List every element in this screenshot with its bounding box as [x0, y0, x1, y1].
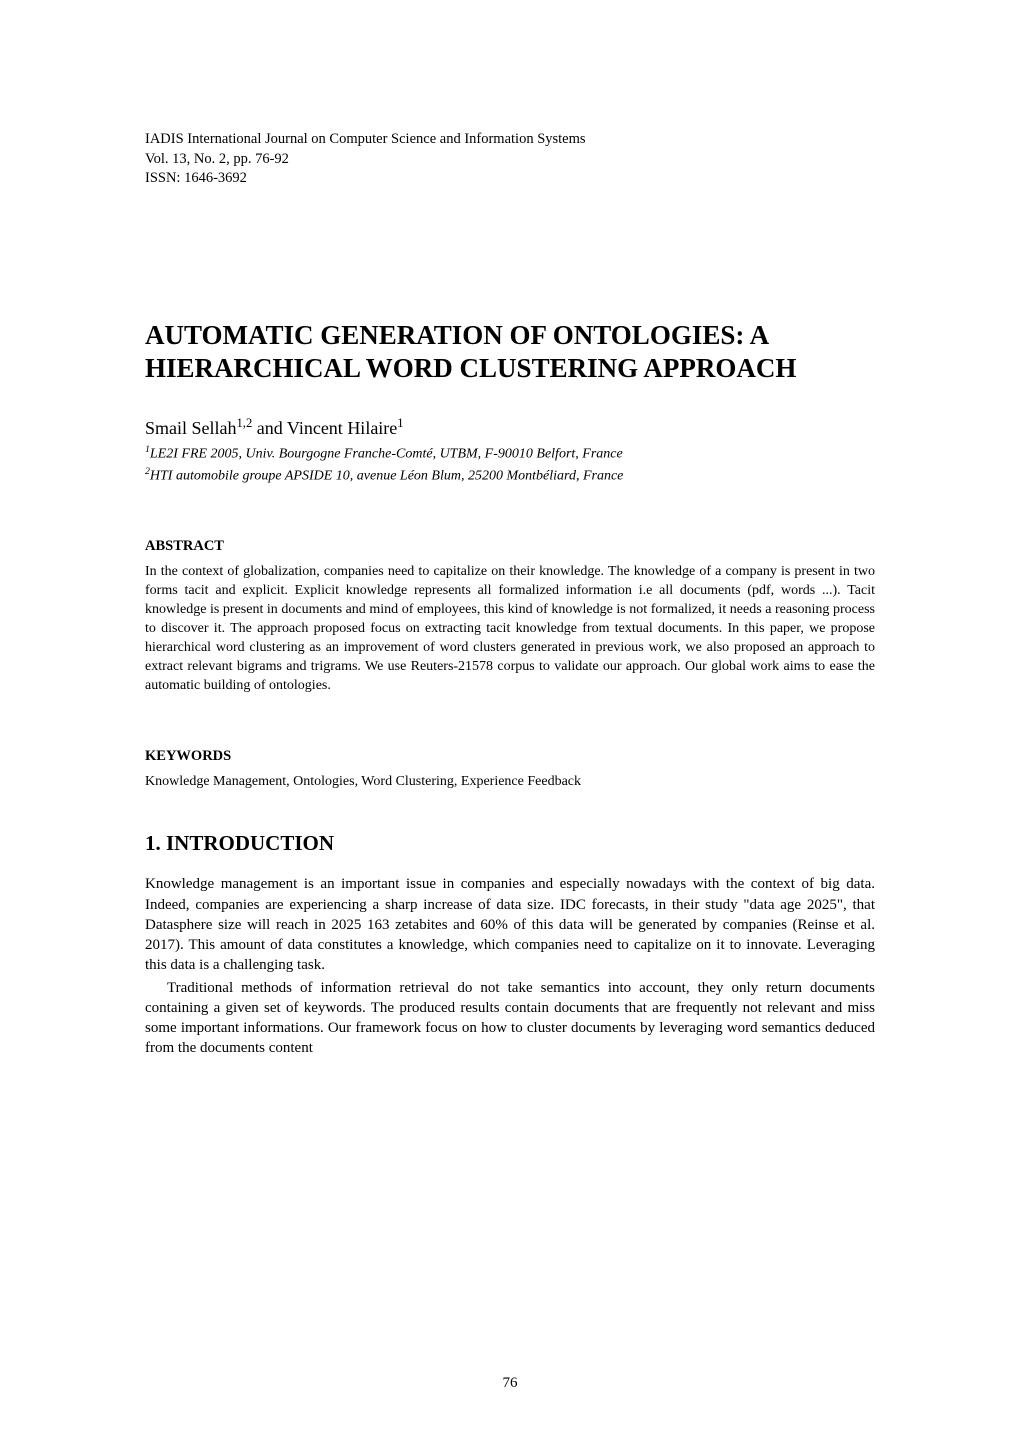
keywords-text: Knowledge Management, Ontologies, Word C…: [145, 773, 875, 792]
affiliation-2: 2HTI automobile groupe APSIDE 10, avenue…: [145, 465, 875, 487]
intro-paragraph-1: Knowledge management is an important iss…: [145, 874, 875, 975]
aff2-text: HTI automobile groupe APSIDE 10, avenue …: [150, 468, 623, 483]
author-2-sup: 1: [397, 416, 403, 430]
page-number: 76: [0, 1375, 1020, 1392]
aff1-text: LE2I FRE 2005, Univ. Bourgogne Franche-C…: [150, 447, 623, 462]
journal-header: IADIS International Journal on Computer …: [145, 130, 875, 189]
keywords-label: KEYWORDS: [145, 748, 875, 765]
affiliation-1: 1LE2I FRE 2005, Univ. Bourgogne Franche-…: [145, 443, 875, 465]
authors-line: Smail Sellah1,2 and Vincent Hilaire1: [145, 416, 875, 439]
abstract-label: ABSTRACT: [145, 538, 875, 555]
intro-paragraph-2: Traditional methods of information retri…: [145, 978, 875, 1059]
journal-issn: ISSN: 1646-3692: [145, 169, 875, 189]
abstract-text: In the context of globalization, compani…: [145, 563, 875, 695]
section-1-heading: 1. INTRODUCTION: [145, 831, 875, 856]
journal-name: IADIS International Journal on Computer …: [145, 130, 875, 150]
author-1-sup: 1,2: [237, 416, 253, 430]
journal-volume: Vol. 13, No. 2, pp. 76-92: [145, 150, 875, 170]
author-connector: and Vincent Hilaire: [252, 418, 397, 438]
author-1: Smail Sellah: [145, 418, 237, 438]
paper-title: AUTOMATIC GENERATION OF ONTOLOGIES: A HI…: [145, 319, 875, 387]
